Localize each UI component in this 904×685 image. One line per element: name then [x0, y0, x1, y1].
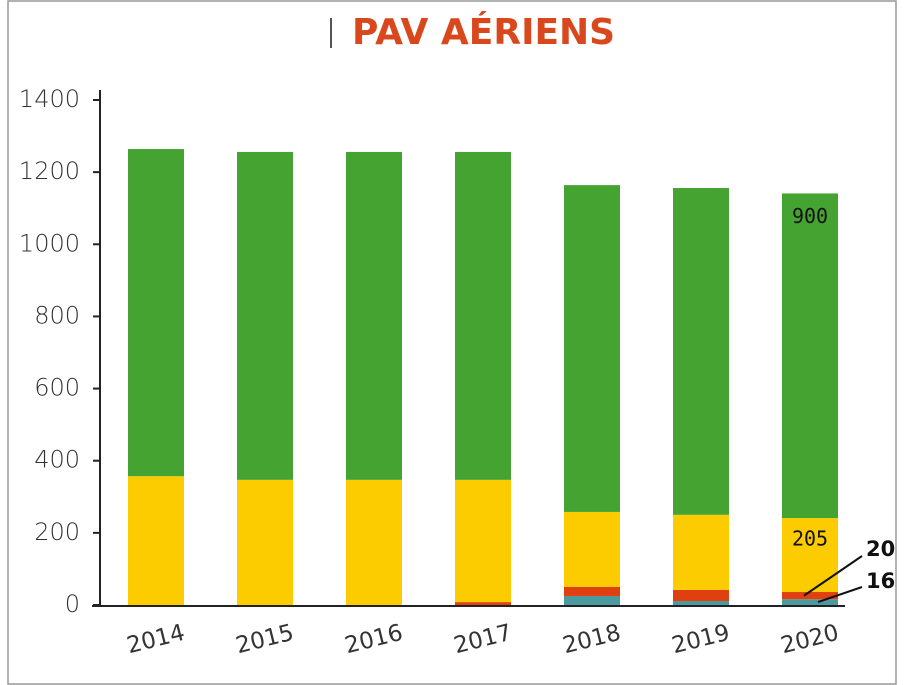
bar-segment	[782, 599, 838, 605]
y-tick-label: 1200	[19, 157, 80, 185]
x-tick-label: 2019	[669, 620, 732, 659]
y-tick-label: 800	[34, 301, 80, 329]
bar-segment	[782, 592, 838, 600]
bar-segment	[564, 511, 620, 587]
bar-segment	[237, 151, 293, 480]
x-tick-label: 2018	[560, 620, 623, 659]
bar-segment	[673, 188, 729, 515]
bar-segment	[564, 586, 620, 596]
data-label: 16	[866, 569, 895, 593]
y-tick-label: 0	[65, 590, 80, 618]
bar-segment	[455, 602, 511, 605]
bar-segment	[346, 151, 402, 480]
y-tick-label: 600	[34, 374, 80, 402]
x-tick-label: 2020	[778, 620, 841, 659]
bar-segment	[346, 479, 402, 605]
y-tick-label: 1000	[19, 229, 80, 257]
chart-title: PAV AÉRIENS	[352, 11, 615, 53]
frame	[7, 0, 897, 685]
bar-segment	[673, 589, 729, 602]
bar-segment	[673, 514, 729, 590]
bar-segment	[128, 149, 184, 477]
x-tick-label: 2014	[124, 620, 187, 659]
bar-segment	[455, 151, 511, 480]
bar-segment	[128, 476, 184, 605]
x-tick-label: 2015	[233, 620, 296, 659]
y-tick-label: 200	[34, 518, 80, 546]
x-tick-label: 2016	[342, 620, 405, 659]
leader-line	[803, 555, 863, 597]
data-label: 20	[866, 537, 895, 561]
data-label: 205	[792, 527, 828, 551]
bar-segment	[237, 479, 293, 605]
bar-segment	[564, 185, 620, 512]
data-label: 900	[792, 204, 828, 228]
y-tick-label: 1400	[19, 85, 80, 113]
bar-segment	[782, 193, 838, 519]
bar-segment	[673, 601, 729, 605]
leader-line	[817, 586, 863, 604]
x-tick-label: 2017	[451, 620, 514, 659]
y-tick-label: 400	[34, 446, 80, 474]
bar-segment	[564, 595, 620, 605]
bar-segment	[455, 479, 511, 603]
